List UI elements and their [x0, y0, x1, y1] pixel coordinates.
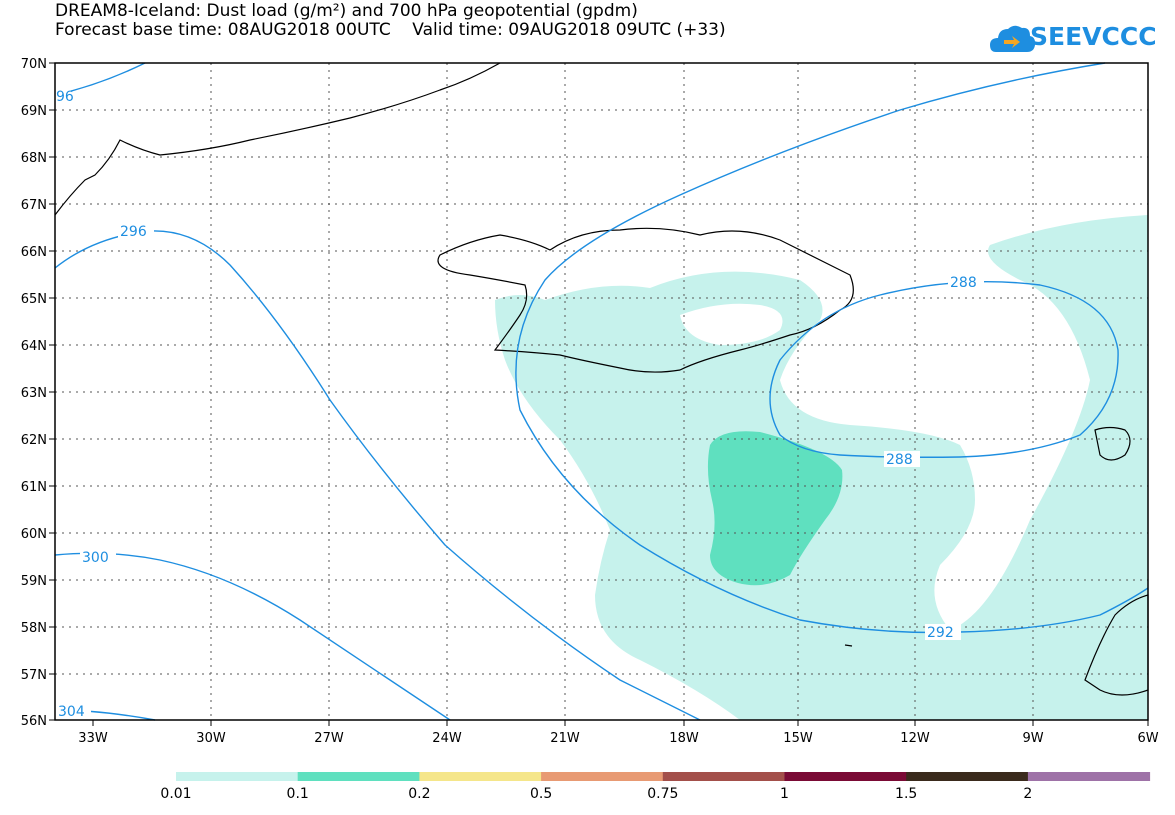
colorbar-swatch: [1027, 772, 1151, 781]
contour-label: 292: [927, 625, 954, 641]
colorbar-label: 0.1: [286, 786, 309, 802]
logo-text: SEEVCCC: [1030, 22, 1157, 51]
colorbar-label: 0.2: [408, 786, 431, 802]
lon-label: 27W: [314, 731, 344, 746]
lat-label: 68N: [21, 151, 47, 166]
map-subtitle: Forecast base time: 08AUG2018 00UTC Vali…: [55, 20, 726, 40]
lat-label: 58N: [21, 621, 47, 636]
lat-label: 60N: [21, 527, 47, 542]
colorbar-swatch: [541, 772, 664, 781]
lat-label: 67N: [21, 198, 47, 213]
lat-label: 66N: [21, 245, 47, 260]
lon-label: 24W: [432, 731, 462, 746]
contour-label: 296: [120, 224, 147, 240]
lon-label: 12W: [900, 731, 930, 746]
lat-label: 61N: [21, 480, 47, 495]
colorbar-swatch: [297, 772, 420, 781]
lon-label: 21W: [550, 731, 580, 746]
colorbar-label: 1: [780, 786, 789, 802]
contour-label: 300: [82, 550, 109, 566]
colorbar-swatch: [906, 772, 1029, 781]
lon-label: 33W: [78, 731, 108, 746]
colorbar-label: 0.75: [647, 786, 679, 802]
lat-label: 56N: [21, 714, 47, 729]
lat-label: 69N: [21, 104, 47, 119]
contour-label: 304: [58, 704, 85, 720]
lat-label: 57N: [21, 668, 47, 683]
lon-labels: 33W 30W 27W 24W 21W 18W 15W 12W 9W 6W: [78, 731, 1158, 746]
colorbar-swatch: [419, 772, 542, 781]
colorbar-swatch: [784, 772, 907, 781]
lon-label: 6W: [1137, 731, 1158, 746]
coastlines: [54, 62, 1149, 696]
contour-label: 288: [886, 452, 913, 468]
colorbar-swatch: [176, 772, 299, 781]
lat-label: 62N: [21, 433, 47, 448]
colorbar: [176, 772, 1151, 781]
lon-label: 30W: [196, 731, 226, 746]
colorbar-swatch: [662, 772, 785, 781]
contour-label: 288: [950, 275, 977, 291]
contour-label: 96: [56, 89, 74, 105]
lat-label: 63N: [21, 386, 47, 401]
lat-label: 70N: [21, 57, 47, 72]
colorbar-label: 0.5: [529, 786, 553, 802]
contour-labels: 96 296 300 304 288 288 292: [55, 89, 984, 720]
seevccc-logo-icon: [990, 25, 1036, 52]
lat-label: 64N: [21, 339, 47, 354]
map-title: DREAM8-Iceland: Dust load (g/m²) and 700…: [55, 1, 638, 21]
colorbar-label: 1.5: [895, 786, 918, 802]
gridlines: [55, 63, 1148, 720]
lat-labels: 70N 69N 68N 67N 66N 65N 64N 63N 62N 61N …: [21, 57, 47, 729]
lon-label: 15W: [783, 731, 813, 746]
dust-area-mid: [707, 431, 843, 586]
colorbar-label: 2: [1023, 786, 1033, 802]
lat-label: 65N: [21, 292, 47, 307]
lon-label: 18W: [669, 731, 699, 746]
lat-label: 59N: [21, 574, 47, 589]
lon-label: 9W: [1022, 731, 1043, 746]
colorbar-label: 0.01: [160, 786, 192, 802]
